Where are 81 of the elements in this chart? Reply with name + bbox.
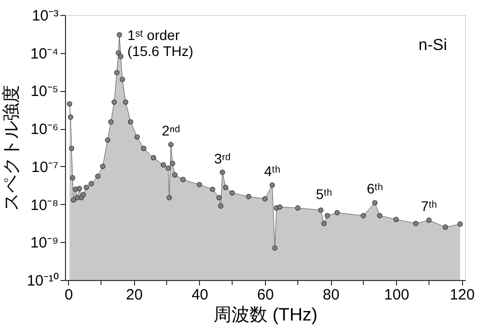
annotation: 2ⁿᵈ	[162, 122, 180, 138]
x-tick-label: 0	[64, 286, 73, 304]
point	[277, 204, 282, 210]
annotation: 3ʳᵈ	[214, 150, 231, 166]
point	[134, 134, 140, 140]
annotation: 5ᵗʰ	[316, 186, 332, 202]
point	[246, 194, 252, 200]
point	[210, 186, 216, 192]
y-tick-label: 10⁻¹⁰	[26, 272, 58, 290]
point	[324, 213, 330, 218]
point	[88, 181, 94, 186]
point	[104, 137, 110, 143]
point	[442, 224, 448, 230]
point	[318, 208, 324, 213]
annotation: 4ᵗʰ	[264, 163, 280, 180]
x-tick-label: 120	[450, 286, 475, 304]
point	[295, 205, 300, 211]
point	[321, 220, 327, 226]
point	[457, 221, 463, 227]
point	[116, 32, 122, 38]
point	[123, 99, 128, 105]
annotation: 6ᵗʰ	[366, 180, 383, 197]
point	[66, 101, 72, 106]
point	[196, 182, 202, 188]
y-tick-label: 10⁻⁶	[30, 121, 58, 138]
x-tick-label: 20	[126, 286, 143, 304]
point	[394, 216, 399, 222]
point	[377, 213, 382, 218]
point	[270, 182, 275, 188]
point	[230, 190, 235, 196]
point	[141, 146, 146, 152]
x-tick-label: 100	[384, 286, 410, 304]
annotation: 7ᵗʰ	[420, 198, 438, 214]
point	[76, 186, 82, 192]
point	[218, 203, 224, 209]
point	[172, 172, 178, 178]
point	[180, 176, 186, 182]
annotation: n-Si	[418, 37, 447, 54]
x-tick-label: 60	[257, 286, 274, 304]
point	[116, 50, 122, 56]
point	[70, 175, 76, 180]
point	[220, 170, 226, 175]
point	[272, 245, 278, 251]
x-tick-label: 40	[192, 286, 208, 304]
point	[262, 196, 268, 202]
point	[166, 194, 172, 200]
point	[95, 174, 100, 179]
point	[70, 197, 76, 203]
x-axis-title: 周波数 (THz)	[214, 304, 318, 324]
point	[160, 162, 166, 168]
point	[360, 213, 366, 218]
point	[80, 192, 86, 198]
point	[128, 119, 134, 125]
point	[166, 166, 171, 171]
point	[372, 200, 378, 206]
x-tick-label: 80	[322, 286, 340, 304]
point	[413, 220, 418, 226]
point	[120, 76, 126, 82]
point	[168, 142, 174, 148]
point	[68, 114, 74, 120]
y-tick-label: 10⁻³	[32, 8, 58, 24]
point	[108, 119, 114, 125]
point	[426, 218, 432, 223]
point	[114, 70, 120, 76]
point	[100, 164, 106, 170]
point	[118, 54, 124, 60]
y-tick-label: 10⁻⁵	[30, 83, 58, 100]
point	[223, 184, 228, 190]
y-tick-label: 10⁻⁷	[31, 158, 58, 176]
y-tick-label: 10⁻⁹	[30, 234, 58, 252]
y-axis-title: スペクトル強度	[0, 85, 21, 211]
point	[84, 184, 89, 190]
point	[68, 146, 74, 152]
point	[112, 99, 117, 105]
point	[150, 155, 156, 160]
annotation: 1ˢᵗ order (15.6 THz)	[127, 26, 194, 59]
point	[170, 160, 176, 166]
point	[216, 194, 222, 200]
y-tick-label: 10⁻⁴	[30, 45, 58, 62]
y-tick-label: 10⁻⁸	[30, 196, 58, 214]
point	[334, 210, 340, 216]
